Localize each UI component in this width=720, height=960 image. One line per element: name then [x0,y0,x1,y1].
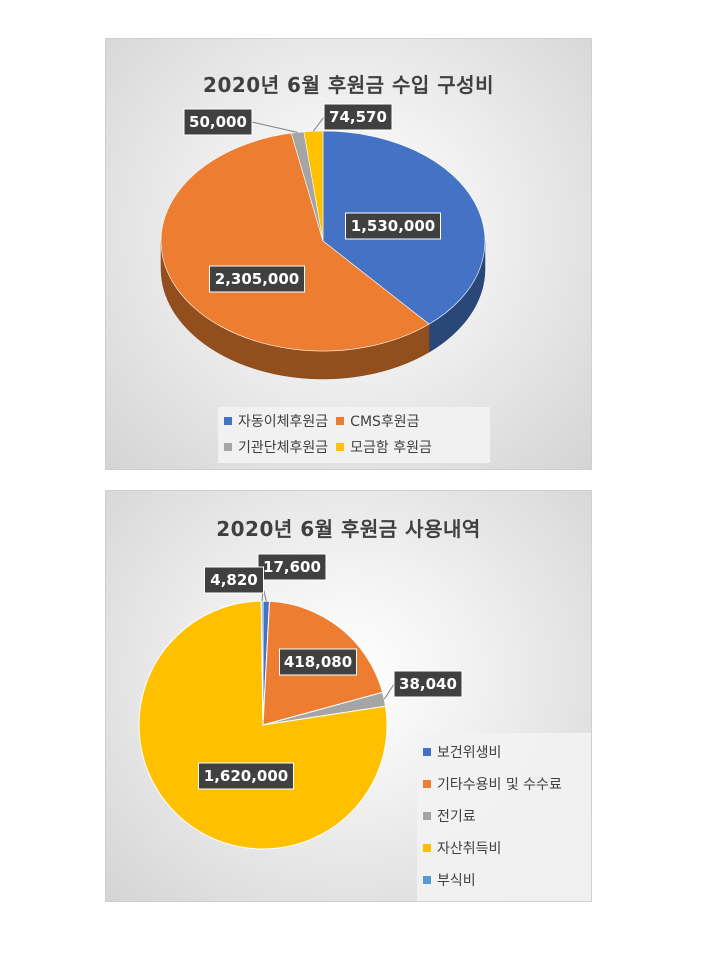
income-data-label-2: 50,000 [189,113,247,131]
income-leader-line-2 [251,121,298,133]
income-legend-item-0: 자동이체후원금 [224,409,328,435]
income-data-label-0: 1,530,000 [351,217,435,235]
income-data-label-box-1 [209,265,305,293]
expense-legend-item-2: 전기료 [423,801,585,833]
income-legend-label-0: 자동이체후원금 [238,414,329,430]
expense-pie-slice-4 [260,600,264,726]
expense-legend-label-3: 자산취득비 [437,841,502,857]
expense-leader-line-2 [383,683,395,700]
expense-legend-swatch-3 [423,844,431,852]
expense-legend-label-2: 전기료 [437,809,476,825]
expense-chart-panel: 17,600 418,080 38,040 1,620,000 4,820 2020년 … [105,490,592,902]
expense-data-label-box-1 [279,648,357,676]
income-legend-label-2: 기관단체후원금 [238,440,329,456]
expense-data-label-box-0 [257,553,327,581]
expense-data-label-box-3 [198,762,294,790]
income-pie-chart: 1,530,000 2,305,000 50,000 74,570 [160,103,486,380]
income-legend-swatch-3 [336,443,345,451]
expense-data-label-1: 418,080 [284,653,352,671]
expense-legend-swatch-1 [423,780,431,788]
expense-data-labels: 17,600 418,080 38,040 1,620,000 4,820 [198,553,463,790]
income-legend-swatch-0 [224,417,232,425]
expense-legend-swatch-2 [423,812,431,820]
income-pie-slice-1 [160,132,430,352]
expense-legend-swatch-0 [423,748,431,756]
expense-legend-label-0: 보건위생비 [437,745,502,761]
income-leader-line-3 [312,116,325,132]
expense-chart-title: 2020년 6월 후원금 사용내역 [216,517,481,541]
income-legend-swatch-2 [224,443,232,451]
expense-legend-item-1: 기타수용비 및 수수료 [423,769,585,801]
expense-legend-swatch-4 [423,876,431,884]
income-chart-panel: 1,530,000 2,305,000 50,000 74,570 2020년 6월 … [105,38,592,470]
income-legend-item-3: 모금함 후원금 [336,435,432,461]
expense-data-label-2: 38,040 [399,675,457,693]
income-data-label-3: 74,570 [329,108,387,126]
income-data-label-1: 2,305,000 [215,270,299,288]
expense-legend-item-3: 자산취득비 [423,833,585,865]
income-pie-tops [160,130,486,352]
expense-data-label-box-2 [393,670,463,698]
income-legend-label-1: CMS후원금 [350,414,420,430]
expense-legend-label-1: 기타수용비 및 수수료 [437,777,562,793]
income-legend: 자동이체후원금 CMS후원금기관단체후원금 모금함 후원금 [218,407,490,463]
income-legend-item-2: 기관단체후원금 [224,435,328,461]
expense-data-label-3: 1,620,000 [204,767,288,785]
income-data-label-box-3 [323,103,393,131]
income-legend-swatch-1 [336,417,345,425]
income-data-label-box-2 [183,108,253,136]
expense-data-label-4: 4,820 [210,571,257,589]
expense-legend-item-4: 부식비 [423,865,585,897]
expense-pie-slices [138,600,388,850]
expense-legend-item-0: 보건위생비 [423,737,585,769]
income-chart-title: 2020년 6월 후원금 수입 구성비 [203,73,494,97]
income-legend-label-3: 모금함 후원금 [350,440,432,456]
income-legend-item-1: CMS후원금 [336,409,420,435]
income-data-labels: 1,530,000 2,305,000 50,000 74,570 [183,103,441,293]
expense-legend-label-4: 부식비 [437,873,476,889]
expense-data-label-box-4 [204,566,264,594]
expense-pie-chart: 17,600 418,080 38,040 1,620,000 4,820 [138,553,463,850]
expense-data-label-0: 17,600 [263,558,321,576]
income-data-label-box-0 [345,212,441,240]
